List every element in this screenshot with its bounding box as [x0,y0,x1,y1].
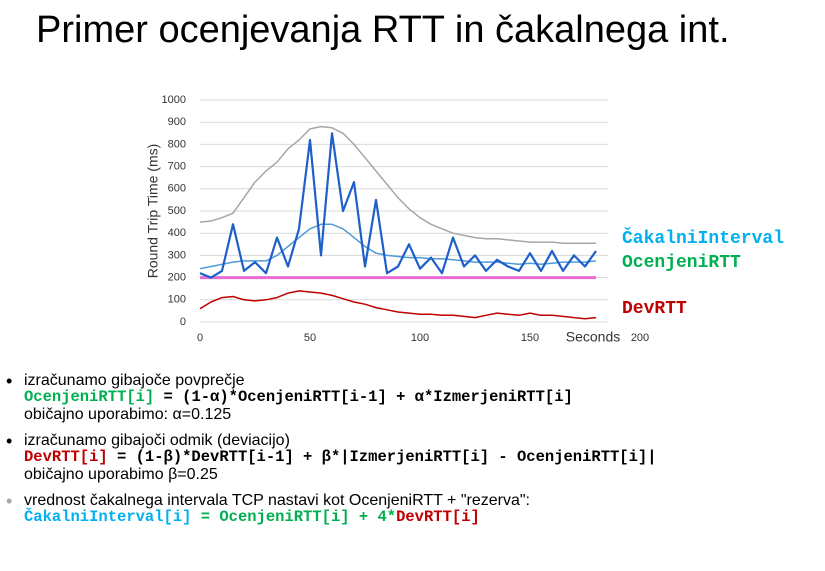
bullet: • vrednost čakalnega intervala TCP nastav… [6,492,821,526]
text-run: = (1-β)*DevRTT[i-1] + β*|IzmerjeniRTT[i]… [107,448,657,466]
y-tick-label: 800 [168,138,186,150]
bullet-marker: • [6,431,13,451]
y-tick-label: 100 [168,294,186,306]
series-line [199,125,596,244]
series-line [199,290,597,320]
text-run: = (1-α)*OcenjeniRTT[i-1] + α*IzmerjeniRT… [154,388,573,406]
y-tick-label: 400 [168,227,186,239]
bullet-marker: • [6,491,13,511]
y-tick-label: 700 [168,161,186,173]
y-tick-label: 900 [168,116,186,128]
y-tick-label: 500 [168,205,186,217]
text-run: izračunamo gibajoči odmik (deviacijo) [24,432,290,449]
text-run: DevRTT[i] [24,448,108,466]
text-run: ČakalniInterval[i] [24,508,192,526]
legend-label: OcenjeniRTT [622,253,741,273]
bullet-list: • izračunamo gibajoče povprečje OcenjeniRT… [6,372,821,535]
bullet-text: običajno uporabimo: α=0.125 [24,406,821,423]
bullet-text: vrednost čakalnega intervala TCP nastavi… [24,492,821,509]
bullet: • izračunamo gibajoče povprečje OcenjeniRT… [6,372,821,423]
legend-label: ČakalniInterval [622,227,784,249]
legend-label: DevRTT [622,299,687,319]
formula: OcenjeniRTT[i] = (1-α)*OcenjeniRTT[i-1] … [24,389,821,406]
slide-title: Primer ocenjevanja RTT in čakalnega int. [36,9,730,51]
text-run: = OcenjeniRTT[i] + 4* [191,508,397,526]
y-axis-label: Round Trip Time (ms) [145,144,161,279]
y-tick-label: 200 [168,272,186,284]
x-tick-label: 200 [631,332,649,344]
bullet-text: izračunamo gibajoče povprečje [24,372,821,389]
bullet-text: izračunamo gibajoči odmik (deviacijo) [24,432,821,449]
text-run: OcenjeniRTT[i] [24,388,155,406]
x-tick-label: 0 [197,332,203,344]
x-tick-label: 100 [411,332,429,344]
series-line [199,132,597,279]
text-run: DevRTT[i] [396,508,480,526]
series-line [199,223,597,270]
text-run: vrednost čakalnega intervala TCP nastavi… [24,492,530,509]
bullet: • izračunamo gibajoči odmik (deviacijo) De… [6,432,821,483]
x-tick-label: 150 [521,332,539,344]
y-tick-label: 1000 [162,94,186,106]
chart: Primer ocenjevanja RTT in čakalnega int.… [36,9,784,345]
y-tick-label: 300 [168,249,186,261]
formula: ČakalniInterval[i] = OcenjeniRTT[i] + 4*… [24,509,821,526]
bullet-marker: • [6,371,13,391]
text-run: običajno uporabimo: α=0.125 [24,406,232,423]
x-tick-label: 50 [304,332,316,344]
text-run: običajno uporabimo β=0.25 [24,466,218,483]
formula: DevRTT[i] = (1-β)*DevRTT[i-1] + β*|Izmer… [24,449,821,466]
text-run: izračunamo gibajoče povprečje [24,372,245,389]
y-tick-label: 600 [168,183,186,195]
bullet-text: običajno uporabimo β=0.25 [24,466,821,483]
x-axis-label: Seconds [566,329,620,345]
y-tick-label: 0 [180,316,186,328]
